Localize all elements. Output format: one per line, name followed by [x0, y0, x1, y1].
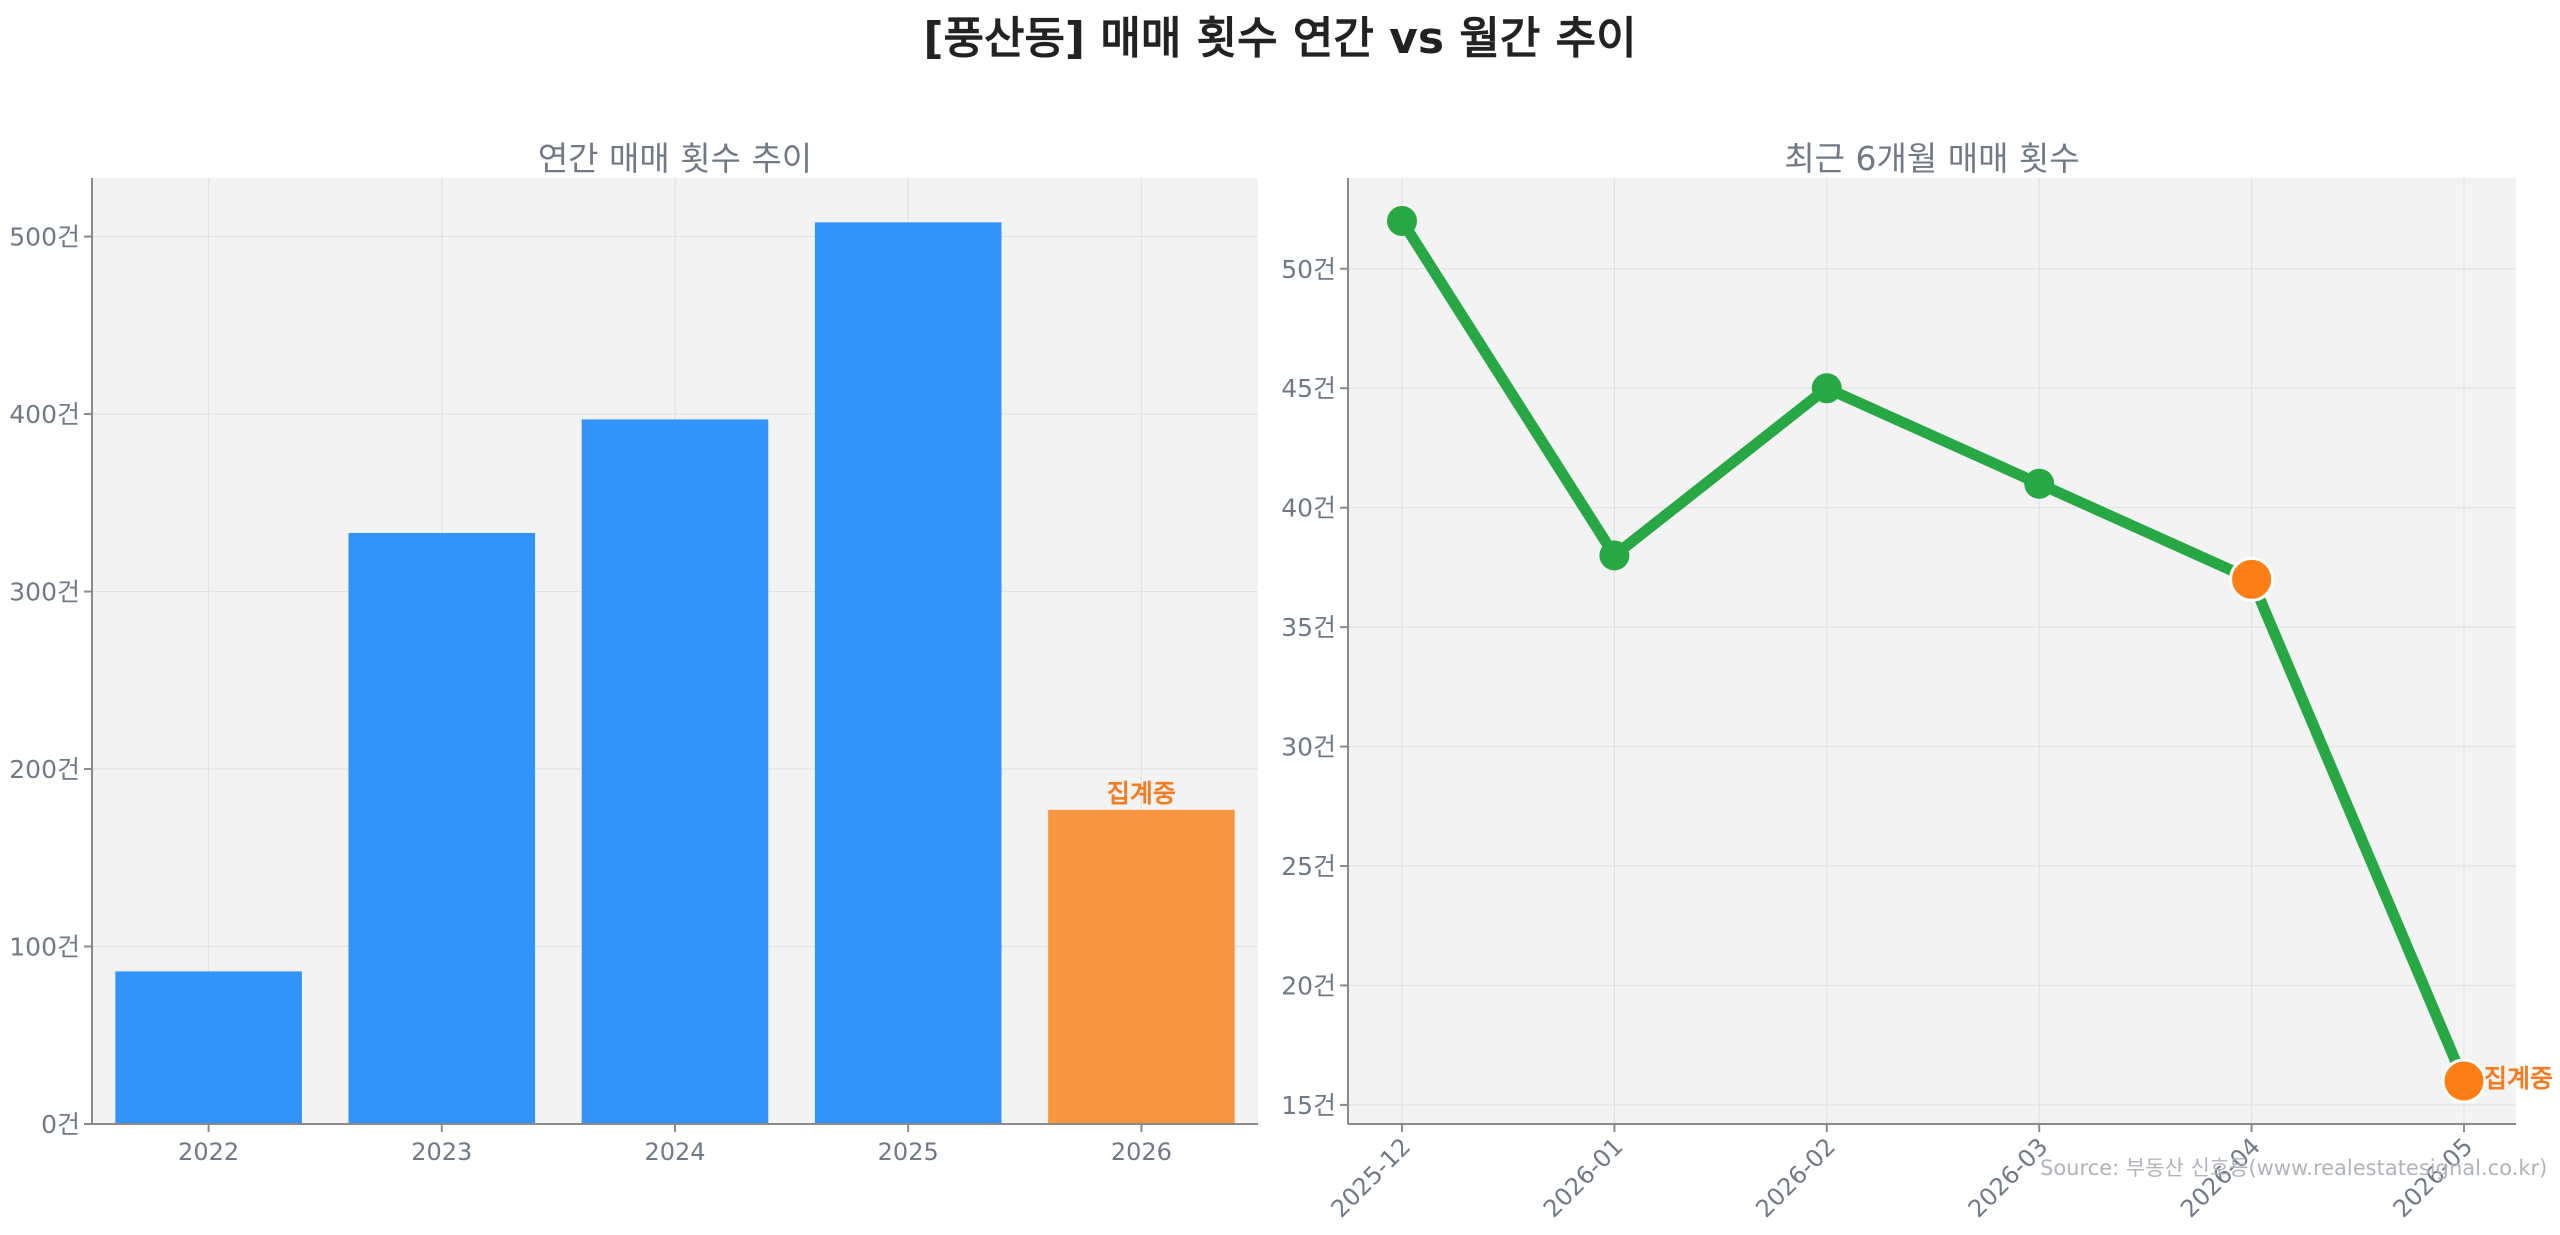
y-tick-label: 45건 [1281, 374, 1336, 403]
y-tick-label: 40건 [1281, 494, 1336, 523]
page-title: [풍산동] 매매 횟수 연간 vs 월간 추이 [923, 13, 1637, 64]
bar-annotation: 집계중 [1107, 779, 1176, 808]
y-tick-label: 15건 [1281, 1091, 1336, 1120]
y-tick-label: 200건 [9, 755, 80, 784]
y-tick-label: 20건 [1281, 971, 1336, 1000]
point-2026-04 [2229, 556, 2275, 602]
point-annotation: 집계중 [2484, 1064, 2553, 1093]
bar-2022 [115, 971, 302, 1124]
annual-bar-chart: 집계중 0건 100건 200건 300건 400건 500건 2022 2023 2024 202… [9, 178, 1258, 1166]
monthly-chart-title: 최근 6개월 매매 횟수 [1784, 139, 2080, 178]
point-2026-02 [1811, 373, 1842, 404]
bar-2023 [348, 532, 536, 1124]
x-tick-label: 2024 [644, 1138, 705, 1166]
y-tick-label: 100건 [9, 933, 80, 962]
point-2026-01 [1599, 540, 1630, 571]
x-tick-label: 2025-12 [1326, 1132, 1417, 1223]
y-tick-label: 50건 [1281, 255, 1336, 284]
y-tick-label: 30건 [1281, 733, 1336, 762]
series-line [1396, 215, 2470, 1087]
monthly-line-chart: 집계중 15건 20건 25건 30건 35건 40건 45건 50건 2025-12 2026-0… [1281, 178, 2553, 1223]
plot-area [1348, 178, 2516, 1124]
x-tick-label: 2026-01 [1538, 1132, 1629, 1223]
y-tick-label: 35건 [1281, 613, 1336, 642]
y-tick-label: 0건 [41, 1110, 80, 1139]
y-tick-label: 500건 [9, 223, 80, 252]
annual-chart-title: 연간 매매 횟수 추이 [537, 139, 813, 178]
bar-2024 [581, 419, 769, 1124]
source-note: Source: 부동산 신호등(www.realestatesignal.co.… [2040, 1156, 2548, 1180]
bar-2025 [814, 222, 1002, 1125]
point-2026-05 [2441, 1058, 2487, 1104]
y-tick-label: 300건 [9, 578, 80, 607]
x-tick-label: 2025 [878, 1138, 939, 1166]
x-tick-label: 2026-02 [1750, 1132, 1841, 1223]
point-2026-03 [2024, 468, 2055, 499]
x-tick-label: 2026 [1111, 1138, 1172, 1166]
x-tick-label: 2022 [178, 1138, 239, 1166]
y-tick-label: 25건 [1281, 852, 1336, 881]
y-tick-label: 400건 [9, 400, 80, 429]
bar-2026 [1048, 809, 1235, 1124]
point-2025-12 [1387, 206, 1417, 236]
x-tick-label: 2023 [411, 1138, 472, 1166]
